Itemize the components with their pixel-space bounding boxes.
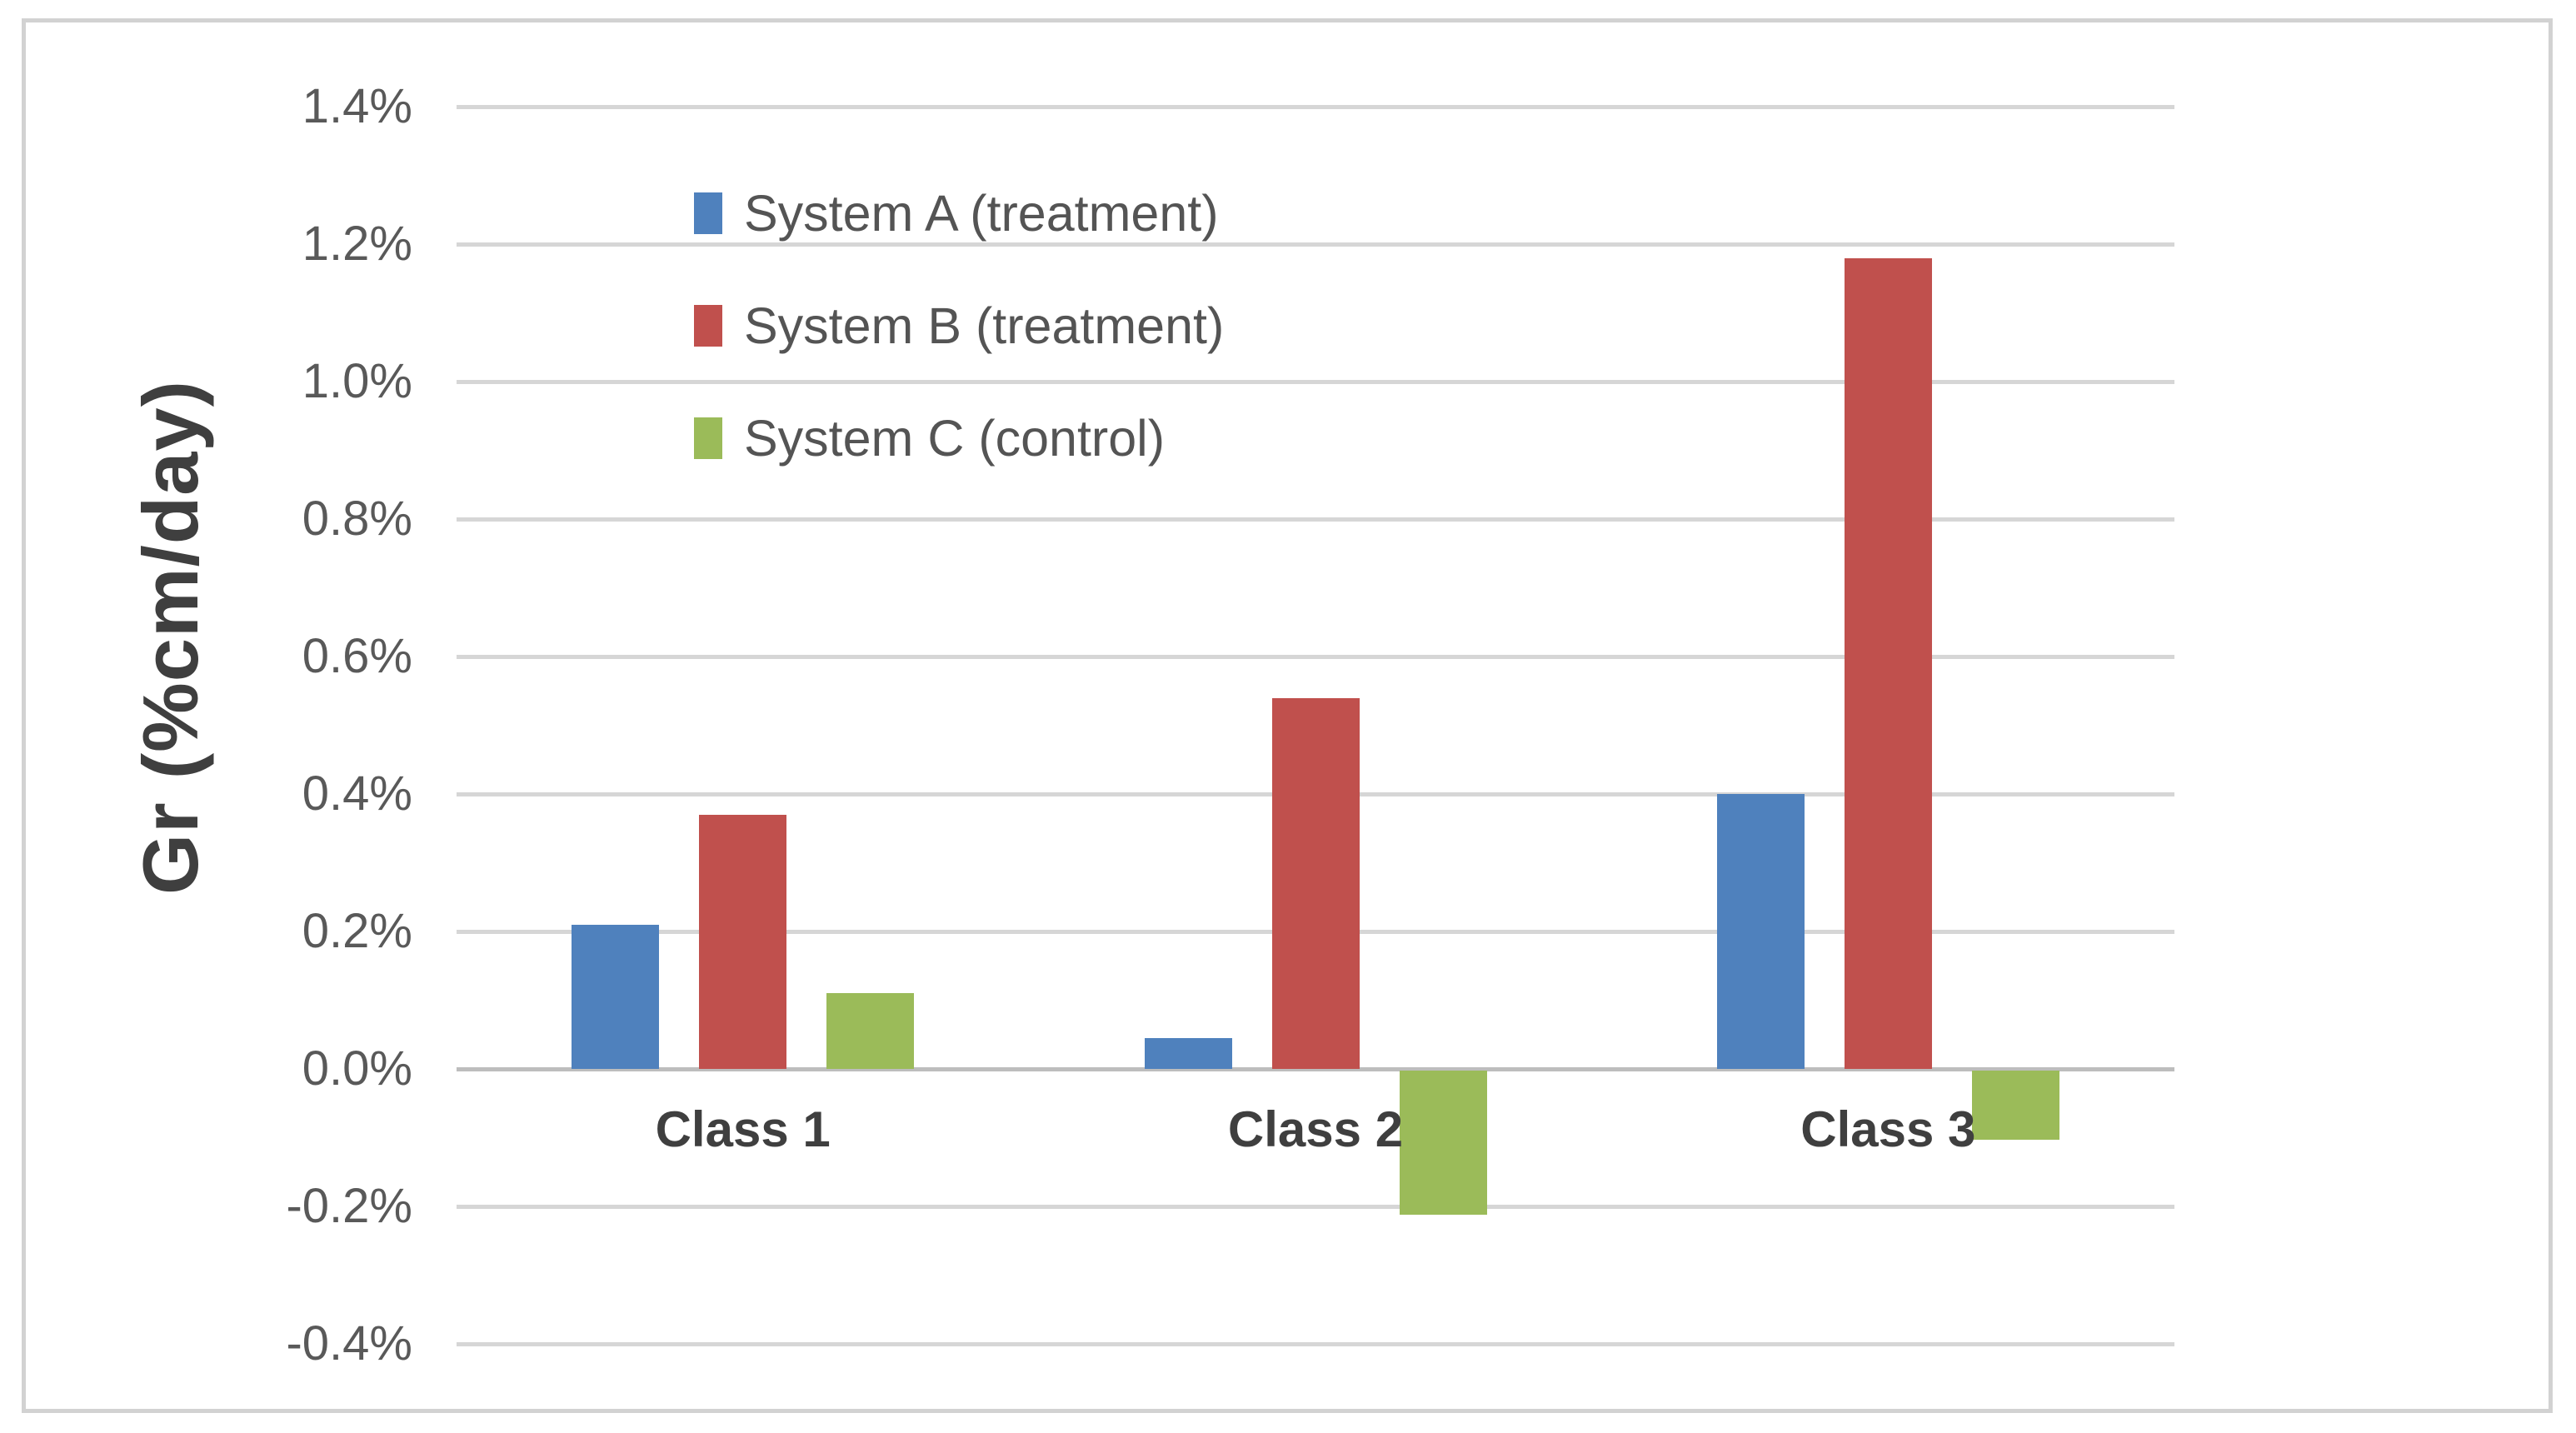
category-label: Class 1 xyxy=(655,1101,831,1157)
legend-swatch-icon xyxy=(694,304,722,347)
category-label: Class 3 xyxy=(1800,1101,1976,1157)
bar-series-2-class-1 xyxy=(699,814,787,1069)
bar-series-3-class-2 xyxy=(1399,1071,1487,1216)
major-gridline xyxy=(457,1342,2174,1346)
legend-label: System B (treatment) xyxy=(744,297,1225,354)
legend-label: System C (control) xyxy=(744,409,1166,467)
zero-axis-line xyxy=(457,1067,2174,1071)
y-tick-label: 0.2% xyxy=(302,904,412,958)
bar-series-3-class-1 xyxy=(826,993,915,1069)
major-gridline xyxy=(457,1205,2174,1209)
bar-series-1-class-1 xyxy=(572,924,660,1069)
major-gridline xyxy=(457,105,2174,109)
y-tick-label: -0.4% xyxy=(286,1316,412,1371)
y-tick-label: -0.2% xyxy=(286,1179,412,1233)
y-tick-label: 1.0% xyxy=(302,354,412,408)
y-tick-label: 0.8% xyxy=(302,492,412,546)
major-gridline xyxy=(457,517,2174,522)
bar-series-1-class-2 xyxy=(1144,1037,1232,1069)
major-gridline xyxy=(457,380,2174,384)
major-gridline xyxy=(457,242,2174,247)
legend-swatch-icon xyxy=(694,417,722,459)
legend: System A (treatment) System B (treatment)… xyxy=(694,157,1224,494)
legend-item: System B (treatment) xyxy=(694,269,1224,382)
category-label: Class 2 xyxy=(1227,1101,1404,1157)
bar-series-1-class-3 xyxy=(1716,794,1805,1069)
bar-series-2-class-3 xyxy=(1844,257,1932,1069)
legend-label: System A (treatment) xyxy=(744,184,1219,242)
y-tick-label: 1.4% xyxy=(302,79,412,133)
y-tick-label: 0.6% xyxy=(302,629,412,683)
y-tick-label: 0.0% xyxy=(302,1041,412,1096)
legend-item: System C (control) xyxy=(694,382,1224,494)
y-tick-label: 1.2% xyxy=(302,217,412,271)
bar-series-2-class-2 xyxy=(1271,697,1360,1069)
bar-series-3-class-3 xyxy=(1971,1071,2059,1140)
legend-item: System A (treatment) xyxy=(694,157,1224,269)
major-gridline xyxy=(457,655,2174,659)
legend-swatch-icon xyxy=(694,192,722,234)
y-tick-label: 0.4% xyxy=(302,766,412,821)
